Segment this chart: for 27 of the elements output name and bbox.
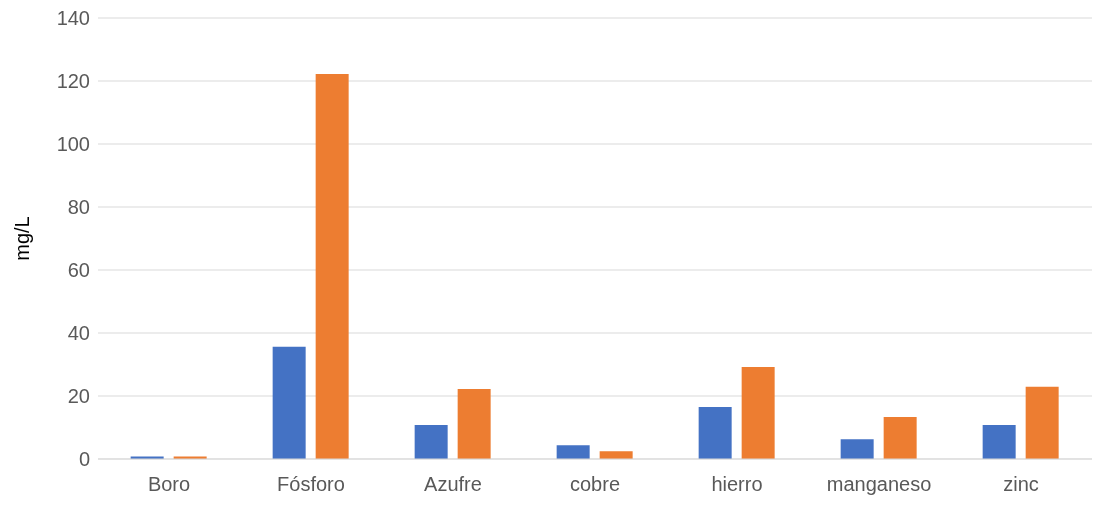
bar bbox=[315, 74, 349, 459]
bar bbox=[982, 424, 1016, 459]
y-tick-label: 120 bbox=[56, 70, 90, 93]
bar bbox=[414, 424, 448, 459]
bar bbox=[698, 407, 732, 459]
y-axis-title: mg/L bbox=[11, 216, 34, 261]
x-tick-label: Fósforo bbox=[277, 473, 345, 496]
bar bbox=[883, 417, 917, 459]
bar bbox=[840, 439, 874, 459]
y-tick-label: 140 bbox=[56, 7, 90, 30]
y-tick-label: 20 bbox=[67, 385, 90, 408]
x-tick-label: Azufre bbox=[424, 473, 482, 496]
y-tick-label: 0 bbox=[78, 448, 90, 471]
x-tick-label: Boro bbox=[147, 473, 191, 496]
x-tick-label: cobre bbox=[569, 473, 621, 496]
y-tick-label: 100 bbox=[56, 133, 90, 156]
x-tick-label: zinc bbox=[1003, 473, 1039, 496]
bar bbox=[272, 346, 306, 459]
bar bbox=[457, 389, 491, 459]
y-tick-label: 80 bbox=[67, 196, 90, 219]
x-tick-label: hierro bbox=[711, 473, 763, 496]
y-tick-label: 40 bbox=[67, 322, 90, 345]
bar bbox=[556, 445, 590, 459]
bar bbox=[1025, 386, 1059, 459]
x-tick-label: manganeso bbox=[826, 473, 932, 496]
y-tick-label: 60 bbox=[67, 259, 90, 282]
bar bbox=[741, 367, 775, 459]
